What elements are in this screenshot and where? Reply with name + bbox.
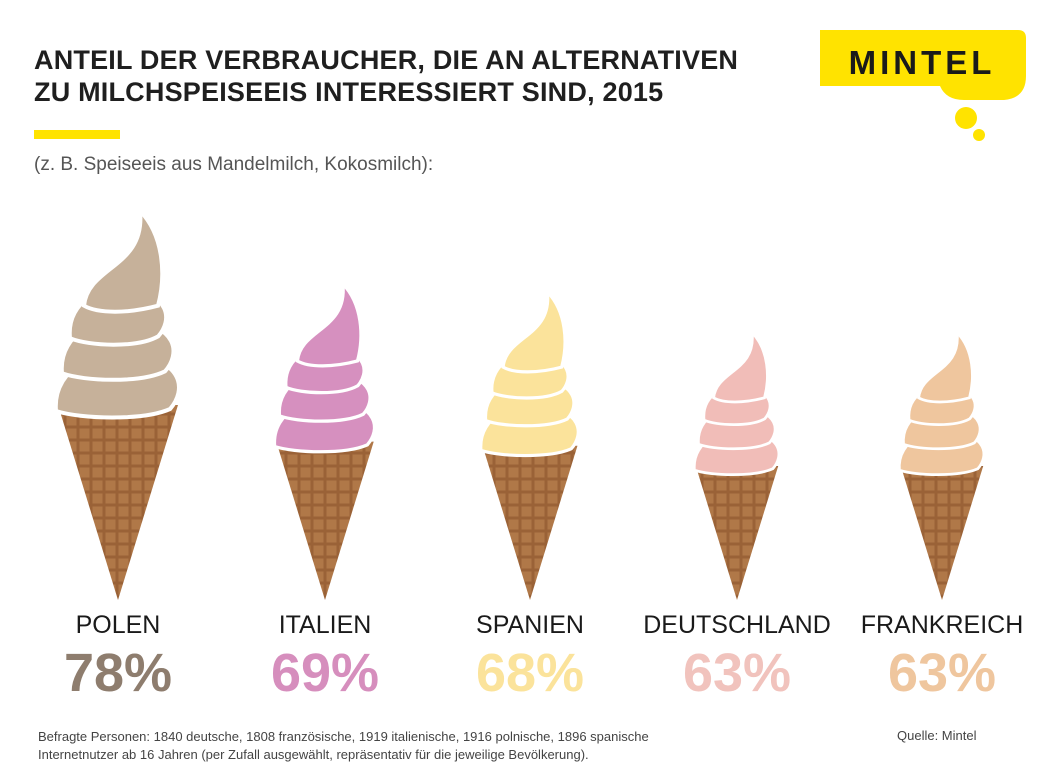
- waffle-cone: [276, 441, 374, 600]
- title-accent-bar: [34, 130, 120, 139]
- value-label: 63%: [683, 643, 791, 700]
- value-label: 63%: [888, 643, 996, 700]
- swirl-tip: [712, 328, 769, 404]
- swirl-tip: [295, 279, 363, 368]
- logo-bubble-dot-small: [973, 129, 985, 141]
- logo-bubble-dot-large: [955, 107, 977, 129]
- logo-speech-bubble: [820, 30, 1026, 100]
- title-line-1: ANTEIL DER VERBRAUCHER, DIE AN ALTERNATI…: [34, 45, 739, 75]
- waffle-cone: [58, 405, 178, 600]
- category-label: DEUTSCHLAND: [643, 611, 831, 639]
- waffle-cone: [900, 466, 984, 600]
- footnote-line-1: Befragte Personen: 1840 deutsche, 1808 f…: [38, 729, 649, 744]
- value-label: 68%: [476, 643, 584, 700]
- mintel-logo: MINTEL: [820, 30, 1026, 141]
- category-label: POLEN: [76, 611, 161, 639]
- category-label: SPANIEN: [476, 611, 584, 639]
- cone-frankreich: FRANKREICH 63%: [861, 328, 1024, 700]
- title-line-2: ZU MILCHSPEISEEIS INTERESSIERT SIND, 201…: [34, 77, 664, 107]
- swirl-tip: [81, 205, 165, 314]
- ice-cream-chart: POLEN 78% ITALIEN 69% SPANIEN 68% DEUTSCHLAND 6…: [53, 205, 1024, 700]
- footnote-line-2: Internetnutzer ab 16 Jahren (per Zufall …: [38, 747, 589, 762]
- swirl-tip: [917, 328, 974, 404]
- cone-polen: POLEN 78%: [53, 205, 181, 700]
- category-label: ITALIEN: [279, 611, 372, 639]
- category-label: FRANKREICH: [861, 611, 1024, 639]
- cone-spanien: SPANIEN 68%: [476, 287, 584, 700]
- cone-italien: ITALIEN 69%: [271, 279, 379, 700]
- swirl-tip: [501, 287, 567, 374]
- survey-footnote: Befragte Personen: 1840 deutsche, 1808 f…: [38, 728, 798, 764]
- source-note: Quelle: Mintel: [897, 728, 977, 743]
- waffle-cone: [695, 466, 779, 600]
- logo-text: MINTEL: [849, 44, 996, 81]
- chart-title: ANTEIL DER VERBRAUCHER, DIE AN ALTERNATI…: [34, 44, 814, 108]
- chart-subtitle: (z. B. Speiseeis aus Mandelmilch, Kokosm…: [34, 154, 434, 175]
- cone-deutschland: DEUTSCHLAND 63%: [643, 328, 831, 700]
- value-label: 69%: [271, 643, 379, 700]
- value-label: 78%: [64, 643, 172, 700]
- waffle-cone: [482, 445, 578, 600]
